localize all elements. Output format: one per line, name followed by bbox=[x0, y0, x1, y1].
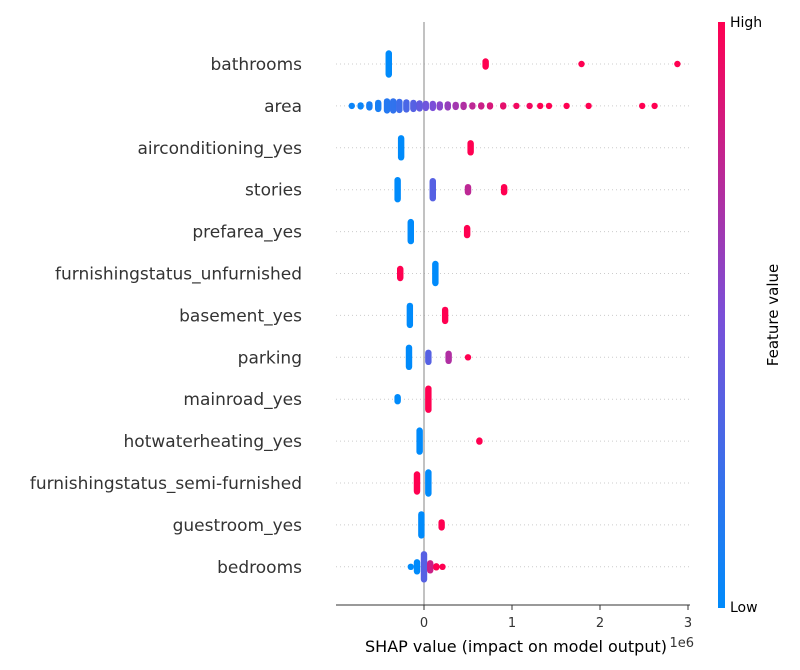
shap-point bbox=[500, 189, 508, 196]
shap-point bbox=[407, 237, 414, 245]
shap-point bbox=[429, 195, 436, 202]
shap-point bbox=[425, 406, 432, 413]
shap-point bbox=[407, 563, 414, 570]
feature-label: furnishingstatus_semi-furnished bbox=[30, 474, 302, 494]
shap-point bbox=[513, 102, 520, 110]
colorbar-high-label: High bbox=[730, 15, 762, 31]
feature-rows bbox=[336, 63, 690, 568]
shap-point bbox=[413, 568, 421, 575]
shap-point bbox=[405, 363, 413, 370]
shap-point bbox=[422, 104, 429, 112]
x-axis-title: SHAP value (impact on model output) bbox=[365, 637, 667, 656]
feature-label: bedrooms bbox=[217, 558, 302, 578]
x-tick-label: 0 bbox=[420, 616, 428, 631]
shap-point bbox=[394, 398, 401, 405]
shap-point bbox=[482, 63, 489, 70]
shap-point bbox=[674, 60, 681, 68]
shap-point bbox=[537, 102, 544, 110]
shap-point bbox=[385, 71, 392, 78]
feature-label: bathrooms bbox=[211, 55, 303, 75]
shap-point bbox=[366, 104, 373, 111]
shap-point bbox=[476, 438, 483, 445]
shap-point bbox=[463, 231, 471, 239]
shap-point bbox=[578, 60, 585, 68]
feature-label: hotwaterheating_yes bbox=[124, 432, 303, 452]
shap-point bbox=[439, 563, 446, 570]
shap-point bbox=[425, 490, 432, 497]
shap-point bbox=[416, 105, 423, 112]
shap-point bbox=[433, 564, 440, 571]
feature-label: basement_yes bbox=[179, 306, 302, 326]
shap-point bbox=[397, 274, 404, 282]
shap-point bbox=[406, 321, 414, 329]
shap-point bbox=[500, 103, 507, 110]
shap-point bbox=[486, 103, 494, 110]
shap-point bbox=[390, 107, 397, 114]
x-tick-label: 1 bbox=[508, 616, 516, 631]
shap-point bbox=[467, 149, 474, 156]
shap-point bbox=[394, 196, 401, 203]
shap-point bbox=[639, 102, 646, 110]
shap-point bbox=[420, 576, 428, 583]
shap-point bbox=[585, 102, 592, 110]
shap-point bbox=[563, 102, 570, 110]
shap-point bbox=[427, 567, 434, 574]
x-axis-offset-label: 1e6 bbox=[669, 636, 694, 651]
feature-label: airconditioning_yes bbox=[137, 139, 302, 159]
shap-point bbox=[452, 103, 459, 111]
feature-label: parking bbox=[238, 348, 302, 368]
shap-point bbox=[460, 103, 467, 111]
feature-label: furnishingstatus_unfurnished bbox=[55, 265, 302, 285]
shap-point bbox=[397, 154, 405, 161]
x-tick-label: 2 bbox=[596, 616, 604, 631]
shap-point bbox=[438, 524, 445, 531]
shap-point bbox=[429, 104, 436, 112]
x-tick-label: 3 bbox=[684, 616, 692, 631]
shap-point bbox=[478, 103, 485, 110]
shap-point bbox=[526, 102, 533, 110]
shap-point bbox=[357, 103, 364, 110]
shap-point bbox=[651, 102, 658, 110]
shap-point bbox=[545, 102, 553, 110]
colorbar-title: Feature value bbox=[764, 264, 782, 366]
shap-point bbox=[403, 106, 410, 113]
colorbar bbox=[718, 22, 725, 608]
shap-point bbox=[375, 105, 382, 113]
shap-point bbox=[441, 317, 449, 325]
shap-point bbox=[418, 532, 425, 539]
shap-point bbox=[410, 105, 417, 113]
x-axis-ticks: 0 1 2 3 bbox=[420, 605, 692, 631]
shap-point bbox=[445, 357, 452, 364]
feature-label: prefarea_yes bbox=[192, 223, 302, 243]
shap-point bbox=[432, 279, 439, 287]
shap-point bbox=[444, 104, 451, 111]
colorbar-low-label: Low bbox=[730, 600, 758, 616]
shap-point bbox=[425, 358, 432, 365]
shap-point bbox=[383, 107, 391, 114]
shap-point bbox=[413, 488, 421, 495]
feature-label: mainroad_yes bbox=[183, 390, 302, 410]
shap-point bbox=[396, 106, 403, 114]
shap-point bbox=[436, 104, 443, 111]
shap-point bbox=[464, 354, 472, 361]
feature-label: area bbox=[264, 97, 302, 117]
shap-point bbox=[464, 189, 472, 196]
feature-label: guestroom_yes bbox=[173, 516, 303, 536]
beeswarm-points bbox=[348, 50, 681, 583]
shap-point bbox=[348, 102, 355, 110]
shap-point bbox=[416, 448, 423, 455]
feature-label: stories bbox=[245, 181, 302, 201]
shap-point bbox=[469, 103, 476, 110]
